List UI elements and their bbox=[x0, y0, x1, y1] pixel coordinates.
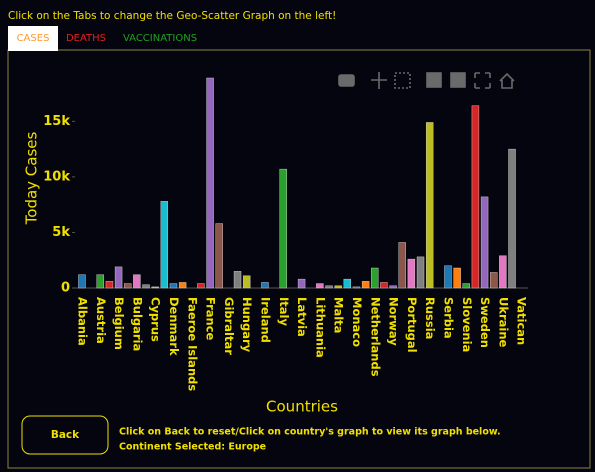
bar bbox=[444, 265, 452, 289]
x-tick-label: Cyprus bbox=[149, 297, 163, 342]
bar bbox=[343, 278, 352, 289]
x-tick-label: Belgium bbox=[112, 297, 126, 350]
bar bbox=[160, 201, 169, 289]
x-tick-label: Denmark bbox=[167, 297, 181, 356]
pan-icon[interactable] bbox=[371, 72, 387, 89]
modebar bbox=[338, 72, 515, 89]
bar bbox=[151, 286, 159, 289]
bar bbox=[471, 105, 480, 289]
info-text: Continent Selected: Europe bbox=[119, 442, 266, 453]
bar bbox=[508, 148, 516, 289]
instruction: Click on the Tabs to change the Geo-Scat… bbox=[8, 10, 336, 22]
bar bbox=[480, 196, 489, 289]
bar bbox=[242, 275, 251, 289]
bar bbox=[407, 258, 416, 289]
bar bbox=[398, 242, 406, 289]
bar bbox=[499, 255, 507, 289]
bar bbox=[297, 278, 306, 289]
bar bbox=[325, 285, 333, 289]
x-tick-label: Austria bbox=[94, 297, 108, 344]
bar bbox=[425, 122, 434, 289]
bar bbox=[361, 281, 370, 289]
x-tick-label: Gibraltar bbox=[222, 297, 236, 355]
y-tick-label: 10k bbox=[43, 169, 70, 184]
x-tick-label: Monaco bbox=[350, 297, 364, 347]
x-tick-label: Sweden bbox=[478, 297, 492, 348]
info-text: Click on Back to reset/Click on country'… bbox=[119, 427, 501, 438]
bar bbox=[416, 256, 425, 289]
bar bbox=[142, 284, 150, 289]
y-tick-label: 0 bbox=[61, 281, 70, 296]
x-tick-label: Norway bbox=[387, 297, 401, 346]
bar bbox=[78, 274, 86, 289]
bar bbox=[206, 77, 214, 289]
bar bbox=[316, 283, 324, 289]
home-icon[interactable] bbox=[499, 72, 515, 89]
zoom-in-icon[interactable] bbox=[426, 72, 442, 88]
bar bbox=[105, 281, 114, 289]
bar bbox=[133, 274, 141, 289]
x-tick-label: Serbia bbox=[441, 297, 455, 339]
x-tick-label: Latvia bbox=[295, 297, 309, 337]
bar bbox=[462, 283, 470, 289]
x-tick-label: Vatican bbox=[515, 297, 529, 345]
zoom-out-icon[interactable] bbox=[450, 72, 466, 88]
x-tick-label: France bbox=[204, 297, 218, 341]
bar bbox=[169, 283, 178, 289]
bar bbox=[124, 283, 132, 289]
bar bbox=[197, 283, 205, 289]
x-axis-title: Countries bbox=[266, 398, 338, 416]
x-tick-label: Netherlands bbox=[368, 297, 382, 377]
autoscale-icon[interactable] bbox=[474, 72, 491, 89]
x-tick-label: Hungary bbox=[240, 297, 254, 353]
bar bbox=[233, 271, 242, 289]
x-tick-label: Ukraine bbox=[496, 297, 510, 348]
x-tick-label: Albania bbox=[75, 297, 89, 346]
select-icon[interactable] bbox=[394, 72, 411, 89]
bar bbox=[380, 282, 388, 289]
x-tick-label: Ireland bbox=[258, 297, 272, 343]
bar bbox=[352, 286, 361, 289]
y-tick-label: 15k bbox=[43, 114, 70, 129]
bar bbox=[215, 223, 223, 289]
bar bbox=[371, 267, 379, 289]
back-button-label[interactable]: Back bbox=[51, 429, 80, 441]
bar bbox=[389, 285, 397, 289]
tab-active[interactable] bbox=[8, 26, 58, 51]
bar bbox=[178, 282, 187, 289]
x-tick-label: Portugal bbox=[405, 297, 419, 353]
x-tick-label: Russia bbox=[423, 297, 437, 339]
x-tick-label: Malta bbox=[332, 297, 346, 333]
bar bbox=[279, 168, 287, 289]
x-tick-label: Faeroe Islands bbox=[185, 297, 199, 391]
bar bbox=[334, 285, 342, 289]
bar bbox=[114, 266, 123, 289]
y-axis-title: Today Cases bbox=[23, 131, 41, 225]
bar bbox=[453, 267, 461, 289]
x-tick-label: Bulgaria bbox=[130, 297, 144, 351]
bar bbox=[490, 272, 498, 289]
tab-vaccinations[interactable]: VACCINATIONS bbox=[123, 33, 197, 44]
panel bbox=[7, 49, 591, 469]
y-tick-label: 5k bbox=[52, 225, 70, 240]
tab-cases[interactable]: CASES bbox=[17, 33, 50, 44]
camera-icon[interactable] bbox=[338, 74, 355, 87]
bar bbox=[261, 282, 269, 289]
back-button[interactable] bbox=[21, 415, 109, 455]
x-tick-label: Slovenia bbox=[460, 297, 474, 352]
x-tick-label: Italy bbox=[277, 297, 291, 326]
bar bbox=[96, 274, 104, 289]
x-tick-label: Lithuania bbox=[313, 297, 327, 358]
tab-deaths[interactable]: DEATHS bbox=[66, 33, 106, 44]
